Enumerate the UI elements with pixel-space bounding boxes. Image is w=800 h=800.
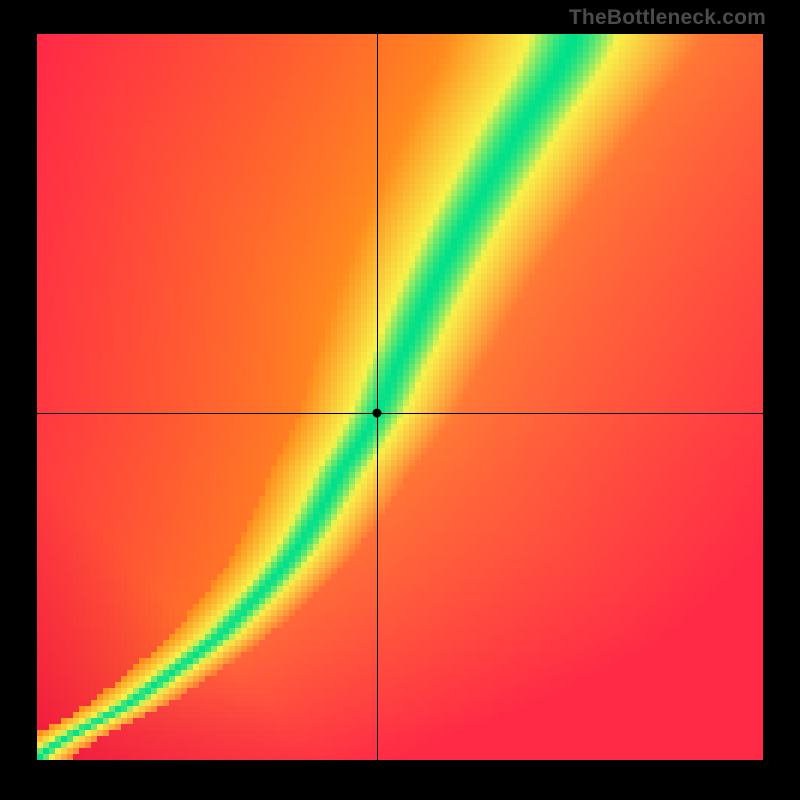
chart-frame: TheBottleneck.com: [0, 0, 800, 800]
crosshair-point: [372, 408, 381, 417]
crosshair-horizontal: [37, 413, 763, 414]
heatmap-plot-area: [37, 34, 763, 760]
watermark-text: TheBottleneck.com: [569, 6, 766, 30]
crosshair-vertical: [377, 34, 378, 760]
bottleneck-heatmap: [37, 34, 763, 760]
